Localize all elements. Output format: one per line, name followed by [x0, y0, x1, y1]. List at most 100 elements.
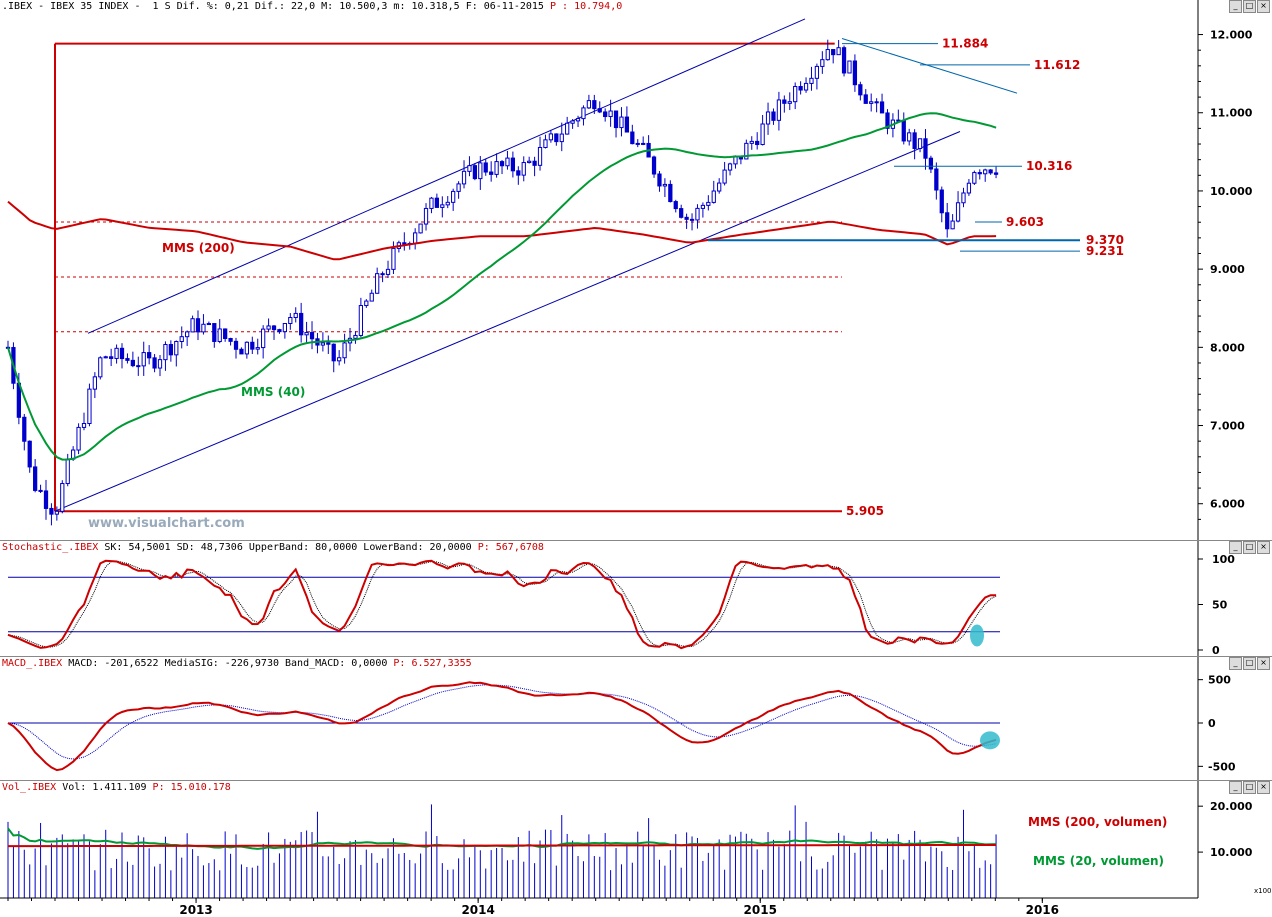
candle-body — [142, 353, 145, 366]
candle-body — [674, 202, 677, 209]
candle-body — [327, 343, 330, 344]
macd-panel[interactable]: MACD_.IBEX MACD: -201,6522 MediaSIG: -22… — [0, 656, 1272, 781]
stoch-highlight-marker — [970, 624, 984, 646]
candle-body — [462, 171, 465, 184]
channel-upper-line — [88, 19, 805, 333]
level-label-11612: 11.612 — [1034, 58, 1080, 72]
candle-body — [946, 213, 949, 229]
candle-body — [875, 102, 878, 103]
candle-body — [39, 490, 42, 491]
candle-body — [984, 170, 987, 174]
candle-body — [560, 134, 563, 142]
stochastic-panel[interactable]: Stochastic_.IBEX SK: 54,5001 SD: 48,7306… — [0, 540, 1272, 657]
candle-body — [663, 184, 666, 186]
candle-body — [300, 313, 303, 334]
candle-body — [853, 61, 856, 85]
candle-body — [294, 313, 297, 317]
volume-ma200-line — [8, 845, 996, 846]
candle-body — [750, 141, 753, 143]
price-panel[interactable]: .IBEX - IBEX 35 INDEX - 1 S Dif. %: 0,21… — [0, 0, 1272, 540]
candle-body — [978, 173, 981, 174]
candle-body — [609, 111, 612, 117]
candle-body — [620, 117, 623, 128]
candle-body — [267, 326, 270, 329]
candle-body — [365, 301, 368, 305]
stochastic-chart[interactable]: 100 50 0 — [0, 541, 1272, 657]
candle-body — [484, 163, 487, 172]
candle-body — [224, 329, 227, 339]
candle-body — [234, 341, 237, 349]
candle-body — [77, 427, 80, 450]
candle-body — [414, 233, 417, 244]
candle-body — [832, 50, 835, 55]
level-label-5905: 5.905 — [846, 504, 884, 518]
candle-body — [158, 360, 161, 368]
candle-body — [256, 348, 259, 350]
candle-body — [680, 209, 683, 218]
candle-body — [196, 319, 199, 332]
candle-body — [538, 147, 541, 165]
candle-body — [940, 190, 943, 213]
candle-body — [566, 123, 569, 134]
candle-body — [593, 101, 596, 109]
candle-body — [430, 198, 433, 208]
volume-y-tick-label: 10.000 — [1210, 846, 1253, 859]
candle-body — [924, 139, 927, 158]
candle-body — [50, 508, 53, 514]
candle-body — [403, 243, 406, 244]
candle-body — [658, 174, 661, 186]
volume-ma200-label: MMS (200, volumen) — [1028, 815, 1167, 829]
price-y-tick-label: 11.000 — [1210, 107, 1253, 120]
macd-chart[interactable]: 500 0 -500 — [0, 657, 1272, 781]
candle-body — [262, 329, 265, 347]
candle-body — [435, 198, 438, 207]
candle-body — [186, 332, 189, 337]
volume-chart[interactable]: 20.000 10.000 MMS (200, volumen) MMS (20,… — [0, 781, 1272, 898]
candle-body — [989, 170, 992, 173]
candle-body — [821, 60, 824, 67]
candle-body — [500, 162, 503, 166]
ma200-line — [8, 202, 996, 260]
volume-panel[interactable]: Vol_.IBEX Vol: 1.411.109 P: 15.010.178 _… — [0, 780, 1272, 898]
candle-body — [587, 101, 590, 108]
macd-highlight-marker — [980, 731, 1000, 749]
candle-body — [544, 140, 547, 148]
candle-body — [305, 333, 308, 335]
year-label-2016: 2016 — [1026, 903, 1059, 917]
candle-body — [180, 337, 183, 342]
candle-body — [148, 353, 151, 358]
candle-body — [994, 173, 997, 174]
candle-body — [164, 345, 167, 360]
price-y-tick-label: 9.000 — [1210, 263, 1245, 276]
price-y-tick-label: 12.000 — [1210, 29, 1253, 42]
candle-body — [99, 358, 102, 377]
candle-body — [44, 491, 47, 509]
candle-body — [490, 172, 493, 174]
candle-body — [218, 329, 221, 342]
candle-body — [343, 343, 346, 358]
candle-body — [137, 366, 140, 367]
candle-body — [207, 324, 210, 325]
candle-body — [61, 484, 64, 512]
volume-y-tick-label: 20.000 — [1210, 800, 1253, 813]
candle-body — [777, 100, 780, 120]
candle-body — [126, 359, 129, 361]
candle-body — [625, 117, 628, 132]
year-label-2015: 2015 — [744, 903, 777, 917]
candle-body — [452, 191, 455, 202]
candle-body — [381, 274, 384, 275]
candle-body — [479, 163, 482, 179]
price-y-tick-label: 10.000 — [1210, 185, 1253, 198]
candle-body — [712, 191, 715, 202]
candle-body — [549, 134, 552, 140]
candle-body — [321, 343, 324, 345]
candle-body — [642, 143, 645, 144]
candle-body — [66, 459, 69, 483]
level-label-9603: 9.603 — [1006, 215, 1044, 229]
candle-body — [338, 358, 341, 361]
candle-body — [131, 360, 134, 365]
candle-body — [783, 100, 786, 103]
candle-body — [240, 349, 243, 354]
candle-body — [842, 48, 845, 73]
